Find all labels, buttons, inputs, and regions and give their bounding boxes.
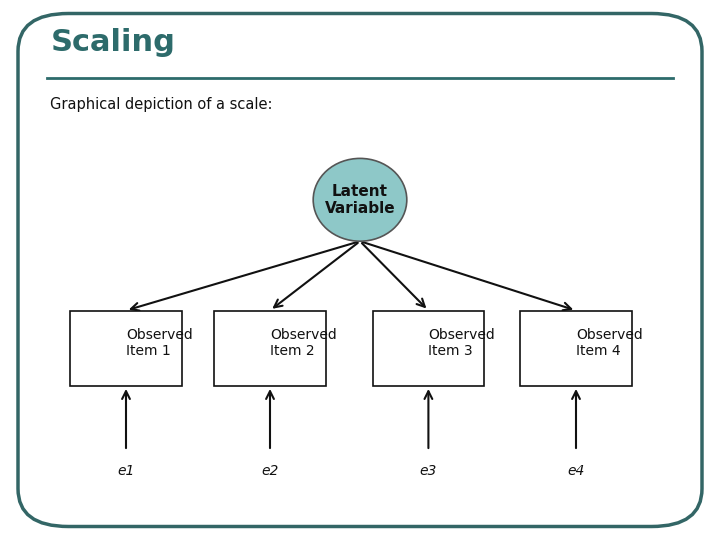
Text: Observed
Item 3: Observed Item 3	[428, 328, 495, 358]
Text: e3: e3	[420, 464, 437, 478]
FancyBboxPatch shape	[521, 310, 632, 386]
Text: Observed
Item 1: Observed Item 1	[126, 328, 193, 358]
FancyBboxPatch shape	[215, 310, 325, 386]
Text: e4: e4	[567, 464, 585, 478]
FancyBboxPatch shape	[18, 14, 702, 526]
Text: Graphical depiction of a scale:: Graphical depiction of a scale:	[50, 97, 273, 112]
Text: Latent
Variable: Latent Variable	[325, 184, 395, 216]
Ellipse shape	[313, 158, 407, 241]
FancyBboxPatch shape	[373, 310, 484, 386]
Text: Observed
Item 4: Observed Item 4	[576, 328, 643, 358]
Text: e1: e1	[117, 464, 135, 478]
Text: Scaling: Scaling	[50, 28, 175, 57]
Text: Observed
Item 2: Observed Item 2	[270, 328, 337, 358]
FancyBboxPatch shape	[70, 310, 181, 386]
Text: e2: e2	[261, 464, 279, 478]
